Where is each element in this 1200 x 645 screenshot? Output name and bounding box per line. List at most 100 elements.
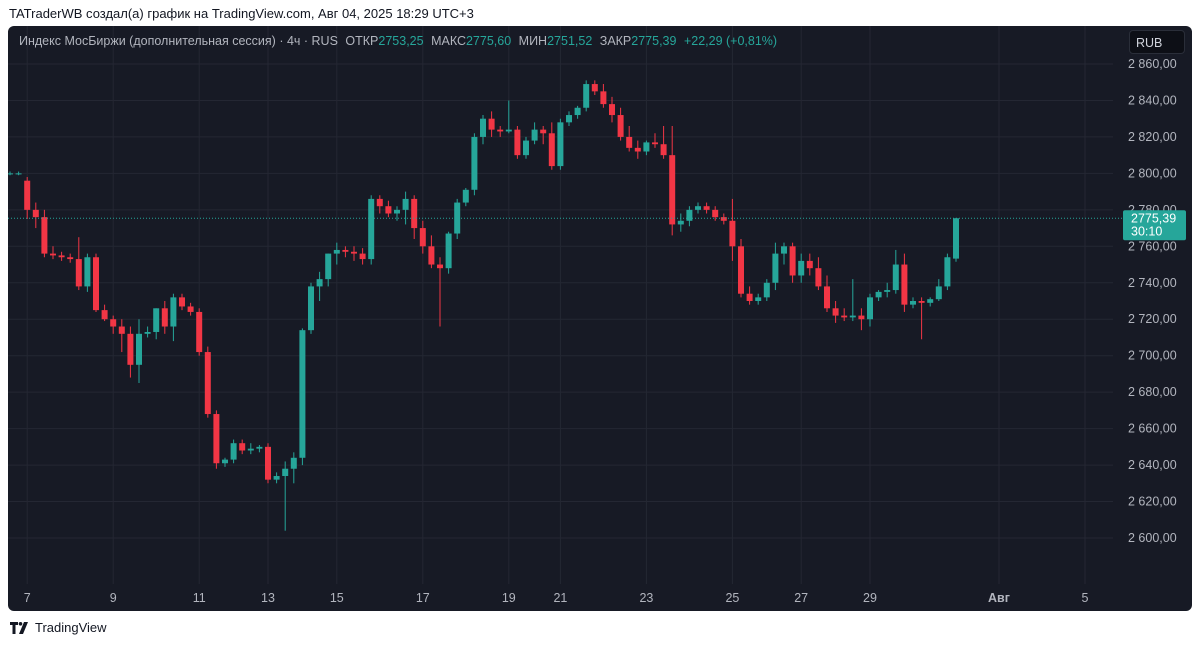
tradingview-logo-icon <box>10 621 28 634</box>
y-tick-label: 2 760,00 <box>1128 239 1177 253</box>
candle-body <box>308 286 314 331</box>
candle-body <box>841 315 848 318</box>
candle-body <box>273 476 280 480</box>
x-tick-label: 23 <box>639 591 653 605</box>
candle-body <box>557 122 564 167</box>
candle-body <box>290 457 297 469</box>
candle-body <box>884 290 891 292</box>
candle-body <box>609 104 615 116</box>
candle-body <box>127 333 134 365</box>
candle-body <box>93 257 99 311</box>
x-tick-label: 21 <box>553 591 567 605</box>
y-tick-label: 2 620,00 <box>1128 495 1177 509</box>
candle-body <box>247 448 254 451</box>
price-axis[interactable]: 2 600,00 2 620,00 2 640,00 2 660,00 2 680,00… <box>1128 57 1177 545</box>
candle-body <box>342 249 349 252</box>
candle-body <box>471 136 478 190</box>
y-tick-label: 2 680,00 <box>1128 385 1177 399</box>
time-axis[interactable]: 7 9 11 13 15 17 19 21 23 25 27 29 Авг 5 <box>24 591 1089 605</box>
candle-body <box>591 84 598 92</box>
chart-grid <box>8 26 1113 584</box>
y-tick-label: 2 700,00 <box>1128 349 1177 363</box>
footer-brand[interactable]: TradingView <box>10 620 107 635</box>
candle-body <box>849 315 856 318</box>
candle-body <box>514 129 521 156</box>
candle-body <box>875 291 882 298</box>
legend-low-label: МИН <box>518 34 548 48</box>
candle-body <box>325 253 332 280</box>
last-price-badge: 2775,39 30:10 <box>1123 210 1186 241</box>
legend-symbol[interactable]: Индекс МосБиржи (дополнительная сессия) … <box>19 34 338 48</box>
candle-body <box>282 468 289 477</box>
candle-body <box>110 319 117 327</box>
candle-body <box>686 209 693 221</box>
candle-body <box>196 311 203 353</box>
candle-body <box>67 257 74 260</box>
candle-body <box>84 257 91 287</box>
x-tick-label: 5 <box>1082 591 1089 605</box>
candle-body <box>953 218 959 259</box>
candle-body <box>540 129 547 134</box>
candle-body <box>918 301 925 303</box>
candle-body <box>652 142 658 145</box>
candle-body <box>462 189 469 203</box>
candle-body <box>385 206 392 214</box>
candle-body <box>660 144 667 156</box>
candle-body <box>858 315 865 320</box>
candle-body <box>170 297 177 327</box>
candle-body <box>729 220 736 247</box>
legend-low-value: 2751,52 <box>547 34 593 48</box>
candle-body <box>144 331 151 334</box>
candle-body <box>394 209 400 214</box>
chart-panel[interactable]: 2 600,00 2 620,00 2 640,00 2 660,00 2 680,00… <box>8 26 1192 611</box>
candle-body <box>531 129 538 141</box>
candle-body <box>376 198 383 207</box>
candle-body <box>703 206 710 210</box>
legend-high-label: МАКС <box>431 34 466 48</box>
candle-body <box>677 220 684 225</box>
candle-body <box>832 308 839 316</box>
y-tick-label: 2 800,00 <box>1128 166 1177 180</box>
candle-body <box>136 333 142 365</box>
candle-body <box>892 264 899 291</box>
x-tick-label: 29 <box>863 591 877 605</box>
candle-body <box>720 217 727 221</box>
candle-body <box>789 246 796 276</box>
candle-body <box>8 173 13 175</box>
y-tick-label: 2 840,00 <box>1128 93 1177 107</box>
y-tick-label: 2 660,00 <box>1128 422 1177 436</box>
candle-body <box>505 129 512 132</box>
candle-body <box>634 147 641 152</box>
candlestick-chart[interactable]: 2 600,00 2 620,00 2 640,00 2 660,00 2 680,00… <box>8 26 1192 611</box>
candle-body <box>222 459 228 464</box>
candle-body <box>50 253 56 256</box>
candle-body <box>523 140 529 156</box>
candle-body <box>368 198 375 260</box>
candle-body <box>32 209 39 218</box>
candle-body <box>75 259 82 287</box>
candle-body <box>626 136 633 148</box>
candle-body <box>669 155 676 225</box>
candle-body <box>204 352 211 415</box>
y-tick-label: 2 820,00 <box>1128 130 1177 144</box>
currency-button[interactable]: RUB <box>1129 30 1185 54</box>
candle-body <box>41 217 48 254</box>
x-tick-label: 25 <box>725 591 739 605</box>
candle-body <box>411 198 418 229</box>
candle-body <box>824 286 830 309</box>
candle-body <box>927 299 934 303</box>
candle-body <box>299 330 306 458</box>
candle-body <box>101 310 108 320</box>
candle-body <box>566 115 572 123</box>
candle-body <box>428 246 435 265</box>
candle-body <box>230 443 237 460</box>
x-tick-label: 7 <box>24 591 31 605</box>
candle-body <box>419 228 426 247</box>
candles-group <box>8 80 959 531</box>
bar-countdown: 30:10 <box>1131 224 1162 238</box>
candle-body <box>815 268 822 287</box>
legend-close-value: 2775,39 <box>631 34 677 48</box>
candle-body <box>695 206 701 210</box>
x-tick-label: 11 <box>193 591 206 605</box>
candle-body <box>213 414 220 464</box>
